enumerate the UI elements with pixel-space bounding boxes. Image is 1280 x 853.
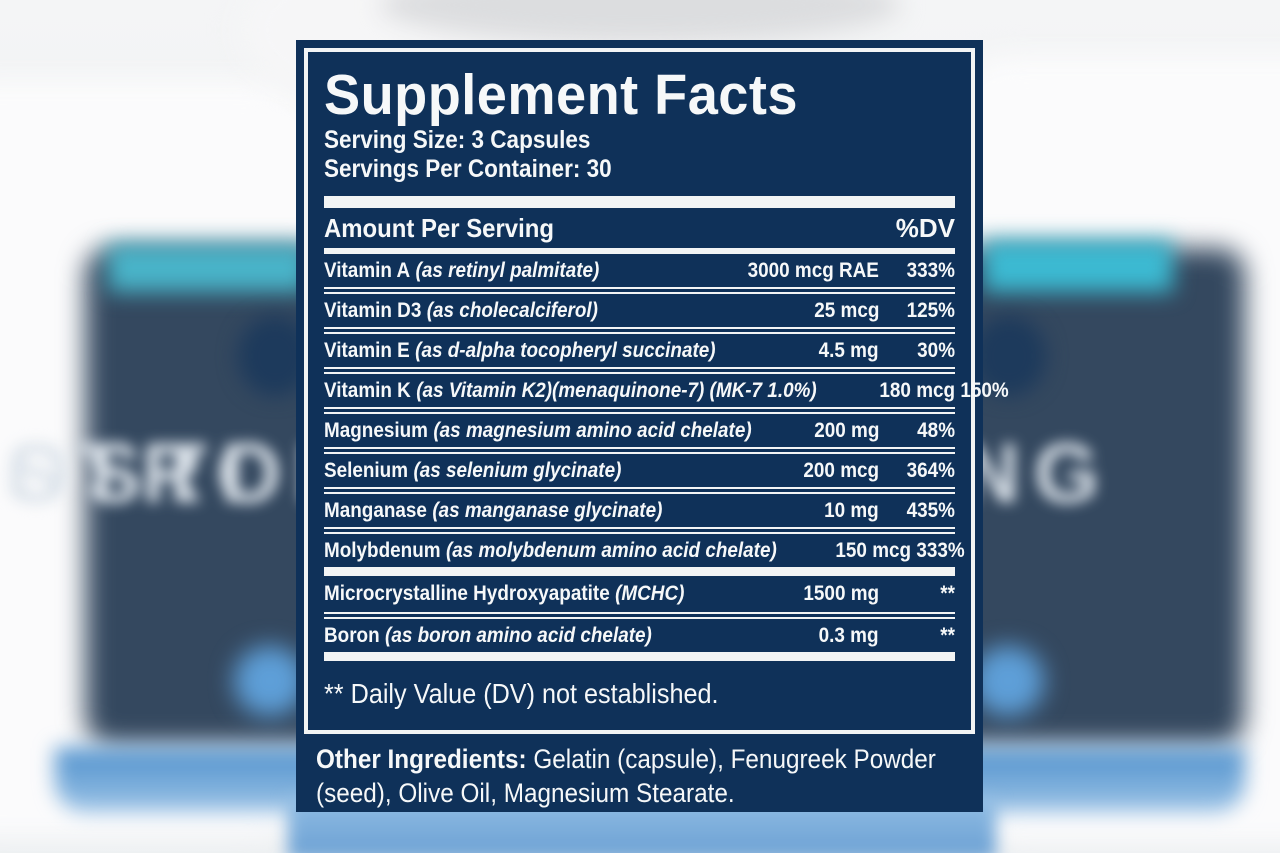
thick-divider (324, 652, 955, 661)
row-dv: 125% (906, 298, 955, 322)
row-detail: (as molybdenum amino acid chelate) (445, 538, 777, 562)
row-manganase: Manganase (as manganase glycinate) 10 mg … (324, 494, 955, 527)
row-detail: (as Vitamin K2)(menaquinone-7) (MK-7 1.0… (416, 378, 817, 402)
amount-per-serving-header: Amount Per Serving (324, 212, 554, 243)
row-detail: (MCHC) (615, 582, 685, 605)
serving-size-line: Serving Size: 3 Capsules (324, 126, 591, 154)
row-boron: Boron (as boron amino acid chelate) 0.3 m… (324, 619, 955, 652)
row-vitamin-e: Vitamin E (as d-alpha tocopheryl succinat… (324, 334, 955, 367)
row-detail: (as cholecalciferol) (426, 298, 598, 322)
row-amount: 180 mcg (879, 378, 956, 402)
row-name: Vitamin K (324, 378, 411, 402)
bottle-badge-right (972, 646, 1044, 716)
row-amount: 0.3 mg (819, 623, 879, 647)
row-amount: 25 mcg (813, 298, 879, 322)
row-dv: 30% (917, 338, 955, 362)
header-divider (324, 248, 955, 254)
facts-box: Supplement Facts Serving Size: 3 Capsule… (304, 48, 1009, 734)
supplement-facts-panel: Supplement Facts Serving Size: 3 Capsule… (296, 40, 1009, 812)
thick-divider (324, 196, 955, 208)
row-dv: ** (940, 582, 955, 605)
teal-band-right (983, 240, 1173, 292)
row-amount: 10 mg (824, 498, 879, 522)
row-detail: (as boron amino acid chelate) (385, 623, 652, 647)
row-name: Manganase (324, 498, 427, 522)
other-ingredients-text: Gelatin (capsule), Fenugreek Powder (see… (316, 744, 936, 808)
row-divider (324, 487, 955, 494)
teal-band-left (108, 244, 308, 292)
row-detail: (as manganase glycinate) (432, 498, 663, 522)
row-divider (324, 447, 955, 454)
row-name: Selenium (324, 458, 409, 482)
bottle-logo-right (972, 316, 1046, 396)
row-amount: 200 mcg (803, 458, 879, 482)
row-divider (324, 327, 955, 334)
row-divider (324, 527, 955, 534)
bottle-text-line1: OSTI (6, 426, 259, 520)
other-ingredients: Other Ingredients: Gelatin (capsule), Fe… (316, 742, 960, 810)
bottle-badge-left (234, 646, 306, 716)
row-detail: (as d-alpha tocopheryl succinate) (415, 338, 716, 362)
row-divider (324, 407, 955, 414)
table-header-row: Amount Per Serving %DV (324, 208, 955, 248)
row-divider (324, 612, 955, 619)
row-amount: 4.5 mg (819, 338, 879, 362)
row-detail: (as selenium glycinate) (413, 458, 622, 482)
row-name: Magnesium (324, 418, 428, 442)
row-detail: (as magnesium amino acid chelate) (433, 418, 752, 442)
row-dv: 48% (917, 418, 955, 442)
row-name: Vitamin D3 (324, 298, 422, 322)
row-name: Molybdenum (324, 538, 441, 562)
daily-value-footnote: ** Daily Value (DV) not established. (324, 678, 719, 709)
row-divider (324, 287, 955, 294)
row-dv: 364% (906, 458, 955, 482)
row-selenium: Selenium (as selenium glycinate) 200 mcg … (324, 454, 955, 487)
row-mchc: Microcrystalline Hydroxyapatite (MCHC) 15… (324, 576, 955, 612)
row-magnesium: Magnesium (as magnesium amino acid chelat… (324, 414, 955, 447)
row-amount: 1500 mg (803, 582, 879, 605)
row-dv: ** (940, 623, 955, 647)
row-name: Vitamin E (324, 338, 410, 362)
row-dv: 333% (916, 538, 965, 562)
row-vitamin-d3: Vitamin D3 (as cholecalciferol) 25 mcg 12… (324, 294, 955, 327)
row-amount: 200 mg (813, 418, 879, 442)
row-name: Vitamin A (324, 258, 411, 282)
servings-per-container-line: Servings Per Container: 30 (324, 155, 612, 183)
dv-header: %DV (895, 212, 955, 243)
row-name: Microcrystalline Hydroxyapatite (324, 582, 610, 605)
row-name: Boron (324, 623, 380, 647)
row-vitamin-a: Vitamin A (as retinyl palmitate) 3000 mcg… (324, 254, 955, 287)
panel-title: Supplement Facts (324, 63, 798, 127)
thick-divider (324, 567, 955, 576)
row-vitamin-k: Vitamin K (as Vitamin K2)(menaquinone-7) … (324, 374, 1009, 407)
other-ingredients-label: Other Ingredients: (316, 744, 527, 774)
row-dv: 150% (960, 378, 1010, 402)
row-divider (324, 367, 955, 374)
row-detail: (as retinyl palmitate) (415, 258, 600, 282)
row-molybdenum: Molybdenum (as molybdenum amino acid chel… (324, 534, 965, 567)
row-dv: 435% (906, 498, 955, 522)
row-amount: 3000 mcg RAE (747, 258, 879, 282)
row-dv: 333% (906, 258, 955, 282)
row-amount: 150 mcg (835, 538, 912, 562)
